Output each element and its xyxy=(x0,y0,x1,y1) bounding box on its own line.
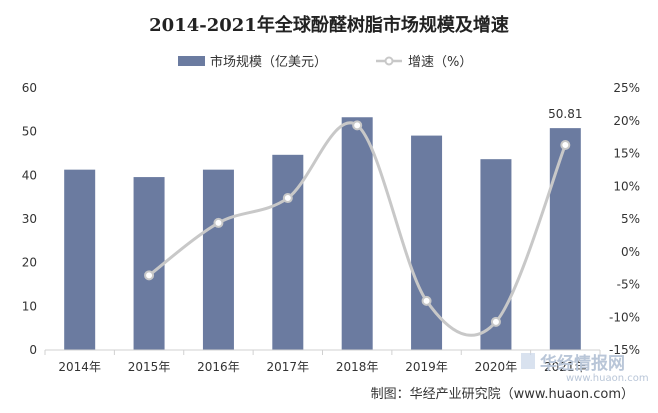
x-axis-tick-label: 2019年 xyxy=(405,360,448,374)
x-axis-tick-label: 2020年 xyxy=(475,360,518,374)
watermark: 华经情报网 www.huaon.com xyxy=(521,353,649,384)
growth-point xyxy=(213,217,224,228)
growth-point xyxy=(352,120,363,131)
bar xyxy=(202,169,234,350)
legend-line-marker xyxy=(384,56,394,66)
growth-line-series xyxy=(144,120,571,337)
left-axis-tick-label: 30 xyxy=(22,212,37,226)
growth-line xyxy=(148,121,567,337)
x-axis-tick-label: 2016年 xyxy=(197,360,240,374)
watermark-brand: 华经情报网 xyxy=(540,353,625,374)
growth-point xyxy=(144,270,155,281)
x-axis-tick-label: 2021年 xyxy=(544,360,587,374)
bar xyxy=(549,128,581,350)
right-axis-tick-label: 25% xyxy=(613,81,640,95)
credit-text: 制图：华经产业研究院（www.huaon.com） xyxy=(371,387,634,402)
legend: 市场规模（亿美元） 增速（%） xyxy=(178,54,472,70)
left-axis: 0 10 20 30 40 50 60 xyxy=(22,81,37,357)
right-axis-tick-label: 15% xyxy=(613,147,640,161)
right-axis-tick-label: -10% xyxy=(609,310,640,324)
left-axis-tick-label: 20 xyxy=(22,256,37,270)
right-axis-tick-label: -5% xyxy=(617,278,640,292)
left-axis-tick-label: 60 xyxy=(22,81,37,95)
legend-line-label: 增速（%） xyxy=(408,55,472,70)
right-axis-tick-label: -15% xyxy=(609,343,640,357)
bar xyxy=(133,177,165,350)
watermark-logo-icon xyxy=(521,353,535,369)
x-axis-tick-label: 2018年 xyxy=(336,360,379,374)
x-axis-tick-label: 2014年 xyxy=(58,360,101,374)
x-axis-tick-labels: 2014年 2015年 2016年 2017年 2018年 2019年 2020年 2021年 xyxy=(44,350,601,374)
right-axis: -15% -10% -5% 0% 5% 10% 15% 20% 25% xyxy=(609,81,640,357)
legend-bar-swatch xyxy=(178,56,205,66)
left-axis-tick-label: 0 xyxy=(29,343,37,357)
growth-point xyxy=(282,193,293,204)
bar xyxy=(272,154,304,350)
bar xyxy=(411,135,443,350)
x-axis-tick-label: 2015年 xyxy=(128,360,171,374)
right-axis-tick-label: 20% xyxy=(613,114,640,128)
bar-series xyxy=(64,117,581,350)
legend-bar-label: 市场规模（亿美元） xyxy=(210,54,327,70)
growth-point xyxy=(560,139,571,150)
watermark-url: www.huaon.com xyxy=(566,373,649,384)
right-axis-tick-label: 5% xyxy=(621,212,640,226)
left-axis-tick-label: 10 xyxy=(22,299,37,313)
x-axis-tick-label: 2017年 xyxy=(267,360,310,374)
chart-title: 2014-2021年全球酚醛树脂市场规模及增速 xyxy=(149,14,509,36)
bar xyxy=(64,169,96,350)
data-label: 50.81 xyxy=(548,107,582,121)
right-axis-tick-label: 10% xyxy=(613,179,640,193)
right-axis-tick-label: 0% xyxy=(621,245,640,259)
data-labels: 50.81 xyxy=(548,107,582,121)
growth-point xyxy=(490,316,501,327)
bar xyxy=(341,117,373,350)
growth-point xyxy=(421,295,432,306)
left-axis-tick-label: 40 xyxy=(22,168,37,182)
left-axis-tick-label: 50 xyxy=(22,125,37,139)
